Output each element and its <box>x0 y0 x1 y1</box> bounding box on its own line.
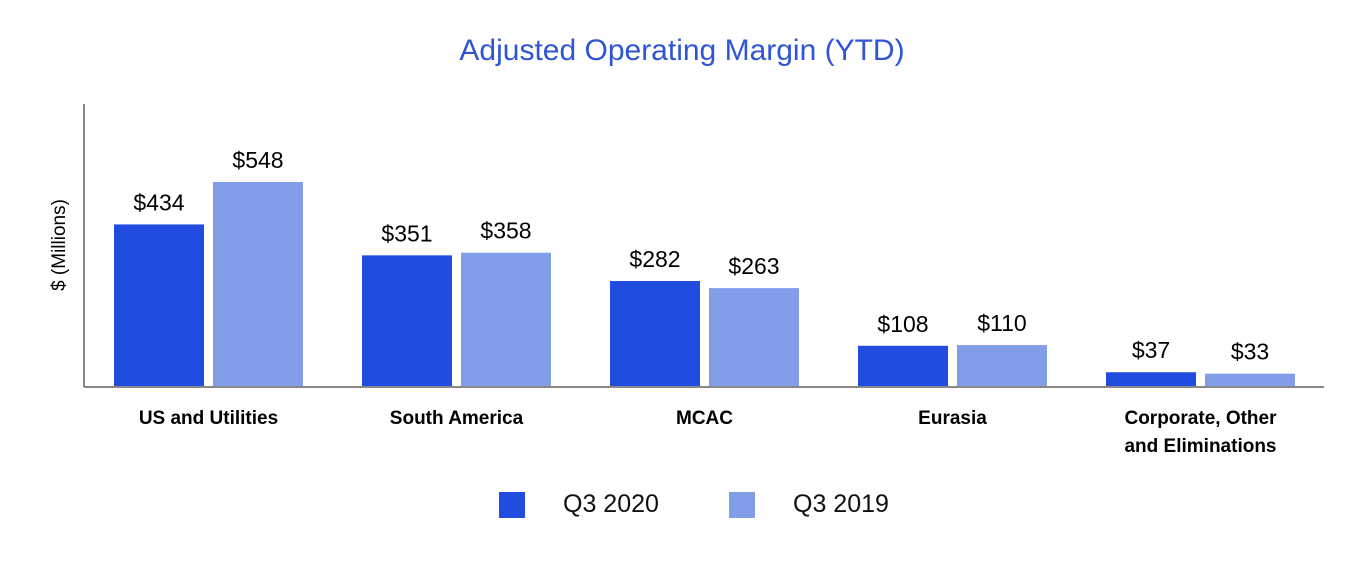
bar-q3-2020-3 <box>858 345 948 386</box>
data-label-q3-2019-3: $110 <box>977 310 1026 336</box>
bar-q3-2019-1 <box>461 252 551 386</box>
legend-swatch-q3-2020 <box>499 491 525 518</box>
chart-title: Adjusted Operating Margin (YTD) <box>459 34 905 67</box>
data-label-q3-2020-4: $37 <box>1132 337 1170 363</box>
data-label-q3-2019-2: $263 <box>728 253 779 279</box>
data-label-q3-2020-0: $434 <box>133 189 184 215</box>
bar-q3-2019-2 <box>709 288 799 386</box>
data-label-q3-2020-3: $108 <box>877 311 928 337</box>
legend-label-q3-2020: Q3 2020 <box>563 490 659 518</box>
legend-item-q3-2019: Q3 2019 <box>729 490 889 519</box>
x-tick-label-3: Eurasia <box>918 408 987 429</box>
bar-q3-2020-1 <box>362 255 452 386</box>
bar-q3-2020-0 <box>114 224 204 386</box>
bar-q3-2020-4 <box>1106 372 1196 386</box>
x-tick-label-4: Corporate, Other and Eliminations <box>1124 408 1277 457</box>
legend-swatch-q3-2019 <box>729 491 755 518</box>
data-label-q3-2019-1: $358 <box>480 218 531 244</box>
x-tick-label-1: South America <box>390 408 524 429</box>
bar-q3-2019-4 <box>1205 373 1295 386</box>
bar-q3-2020-2 <box>610 281 700 386</box>
bar-q3-2019-0 <box>213 182 303 386</box>
legend-item-q3-2020: Q3 2020 <box>499 490 659 519</box>
data-label-q3-2020-1: $351 <box>381 220 432 246</box>
data-label-q3-2019-0: $548 <box>232 147 283 173</box>
bar-q3-2019-3 <box>957 345 1047 386</box>
legend-label-q3-2019: Q3 2019 <box>793 490 889 518</box>
data-label-q3-2020-2: $282 <box>629 246 680 272</box>
x-tick-label-2: MCAC <box>676 408 733 429</box>
data-label-q3-2019-4: $33 <box>1231 339 1269 365</box>
x-tick-label-0: US and Utilities <box>139 408 278 429</box>
